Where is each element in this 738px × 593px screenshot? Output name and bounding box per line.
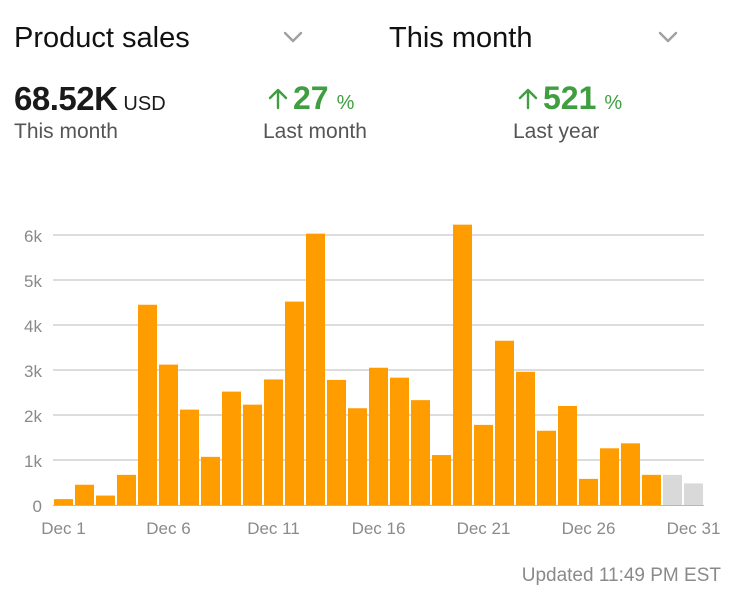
chevron-down-icon[interactable] (656, 26, 680, 48)
bar (537, 430, 556, 505)
total-sales-caption: This month (14, 120, 118, 143)
bar (180, 409, 199, 505)
arrow-up-icon (268, 88, 288, 109)
bar (348, 408, 367, 505)
growth-last-month: 27 % (267, 80, 354, 117)
bar (579, 478, 598, 505)
bar (663, 474, 682, 505)
growth-last-year-unit: % (604, 92, 623, 114)
x-tick-label: Dec 26 (562, 519, 616, 538)
metric-selector-label: Product sales (14, 21, 190, 54)
x-tick-label: Dec 1 (41, 519, 85, 538)
growth-last-year: 521 % (517, 80, 622, 117)
bar (138, 304, 157, 505)
growth-last-year-value: 521 (543, 80, 597, 116)
x-tick-label: Dec 31 (667, 519, 721, 538)
updated-timestamp: Updated 11:49 PM EST (521, 565, 721, 586)
arrow-up-icon (518, 88, 538, 109)
x-tick-label: Dec 16 (352, 519, 406, 538)
bar (453, 224, 472, 505)
bar (117, 474, 136, 505)
bar (243, 404, 262, 505)
x-tick-label: Dec 11 (247, 519, 300, 538)
growth-last-month-caption: Last month (263, 120, 367, 143)
total-sales-value: 68.52K (14, 80, 118, 117)
bar (621, 443, 640, 505)
bar (306, 233, 325, 505)
y-tick-label: 0 (33, 497, 42, 516)
bar (159, 364, 178, 505)
bar (495, 340, 514, 505)
bar (411, 400, 430, 505)
y-tick-label: 6k (24, 227, 42, 246)
y-tick-label: 2k (24, 407, 42, 426)
total-sales: 68.52K USD (14, 80, 166, 118)
bar (285, 301, 304, 505)
growth-last-year-caption: Last year (513, 120, 600, 143)
metric-selector[interactable]: Product sales (14, 18, 190, 58)
bar (222, 391, 241, 505)
bar (327, 379, 346, 505)
bar (642, 474, 661, 505)
growth-last-month-unit: % (336, 92, 355, 114)
bar (684, 483, 703, 505)
total-sales-unit: USD (123, 93, 166, 115)
y-tick-label: 1k (24, 452, 42, 471)
y-tick-label: 4k (24, 317, 42, 336)
bar (369, 367, 388, 505)
period-selector[interactable]: This month (389, 18, 532, 58)
period-selector-label: This month (389, 21, 533, 54)
chevron-down-icon[interactable] (281, 26, 305, 48)
bar (390, 377, 409, 505)
bar (474, 424, 493, 505)
bar (264, 379, 283, 505)
bar (516, 371, 535, 505)
bar (201, 456, 220, 505)
bar (432, 455, 451, 505)
x-tick-label: Dec 21 (457, 519, 511, 538)
x-tick-label: Dec 6 (146, 519, 190, 538)
bar (558, 406, 577, 505)
bar (600, 448, 619, 505)
bar (96, 495, 115, 505)
bar (54, 499, 73, 505)
y-tick-label: 5k (24, 272, 42, 291)
growth-last-month-value: 27 (293, 80, 329, 116)
y-tick-label: 3k (24, 362, 42, 381)
bar (75, 484, 94, 505)
